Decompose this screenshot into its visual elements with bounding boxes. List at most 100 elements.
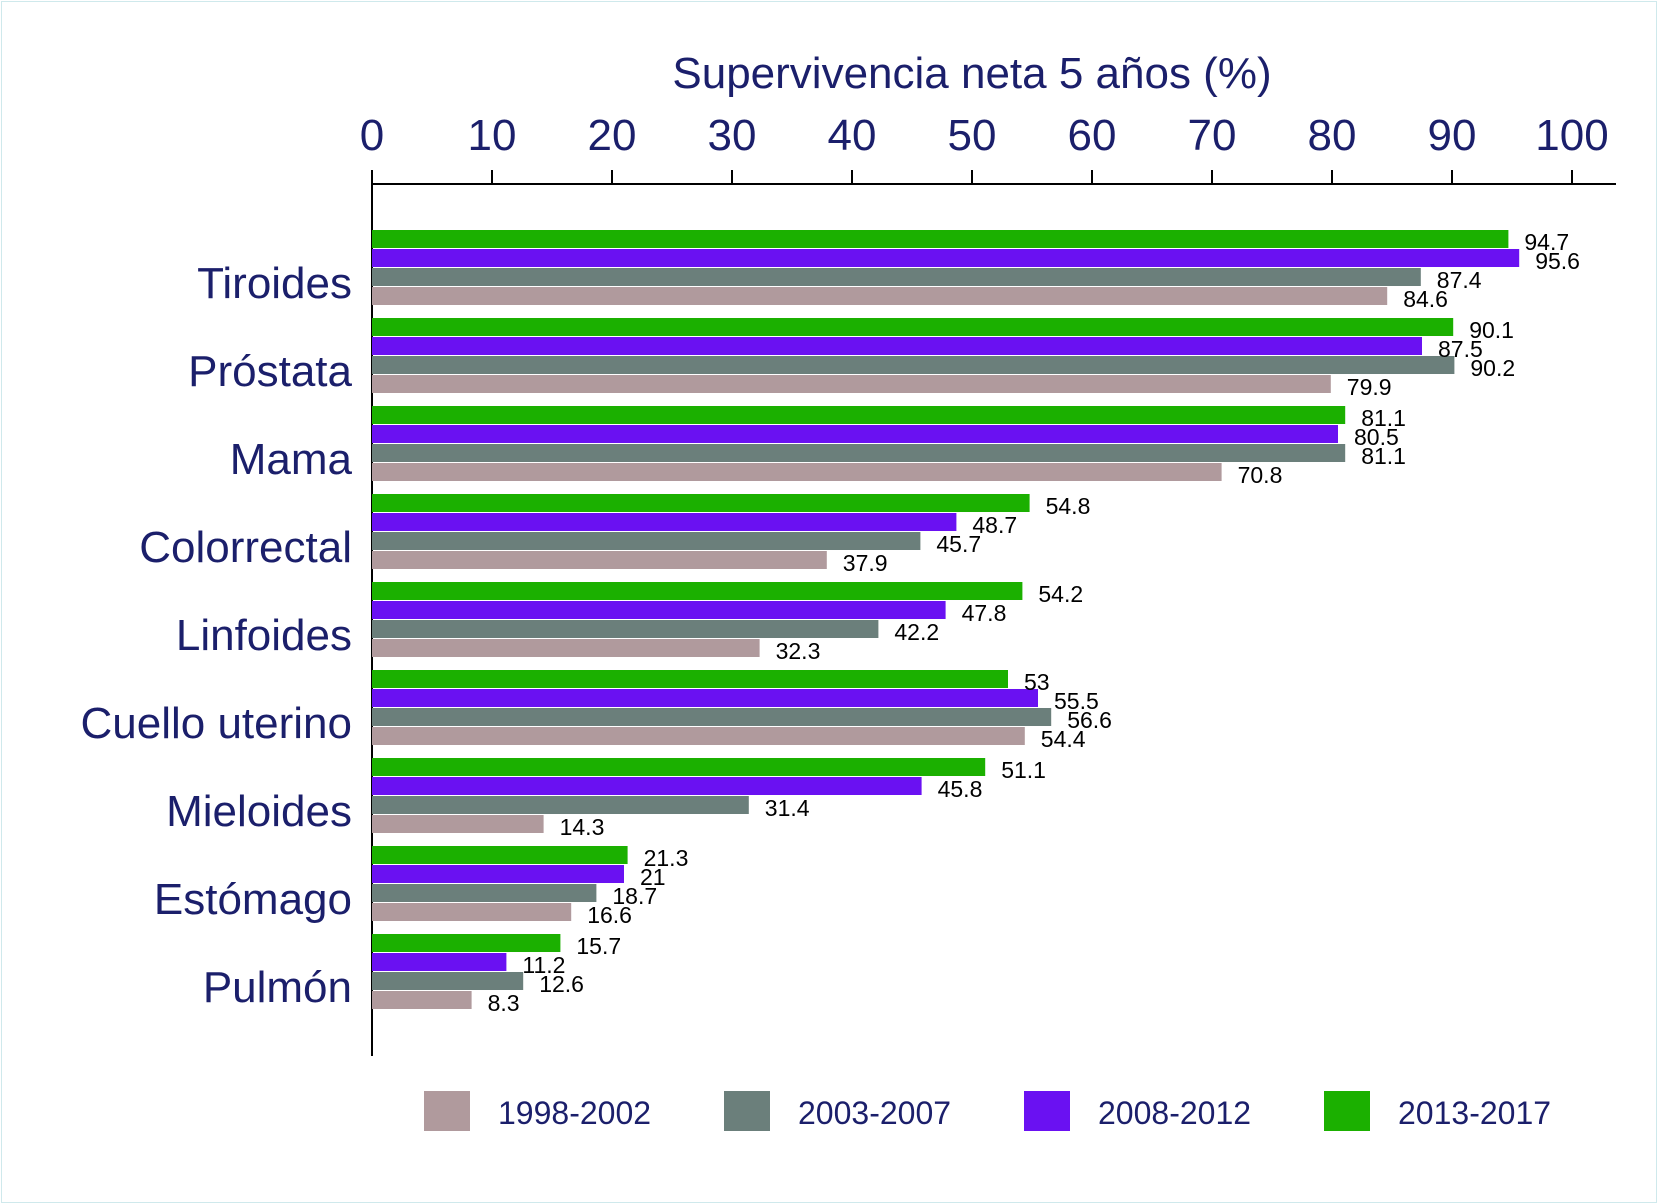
legend-label: 1998-2002: [498, 1095, 651, 1131]
x-tick-label: 10: [468, 111, 517, 160]
bar-2008-2012-estómago: [372, 865, 624, 883]
data-label: 14.3: [560, 814, 605, 840]
legend-swatch: [1324, 1091, 1370, 1131]
bar-2008-2012-mama: [372, 425, 1338, 443]
data-label: 11.2: [522, 952, 565, 978]
bars-layer: [372, 230, 1520, 1009]
x-tick-label: 100: [1535, 111, 1608, 160]
bar-2013-2017-linfoides: [372, 582, 1023, 600]
data-label: 51.1: [1001, 757, 1046, 783]
data-label: 15.7: [576, 933, 621, 959]
data-label: 55.5: [1054, 688, 1099, 714]
x-tick-label: 20: [588, 111, 637, 160]
category-labels-layer: Tiroides Próstata Mama Colorrectal Linfoides…: [81, 259, 353, 1012]
x-tick-label: 70: [1188, 111, 1237, 160]
bar-2008-2012-tiroides: [372, 249, 1520, 267]
bar-2013-2017-mieloides: [372, 758, 986, 776]
legend-label: 2013-2017: [1398, 1095, 1551, 1131]
data-label: 84.6: [1403, 286, 1448, 312]
data-label: 95.6: [1535, 248, 1580, 274]
bar-2013-2017-pulmón: [372, 934, 561, 952]
data-label: 12.6: [539, 971, 584, 997]
data-label: 81.1: [1361, 405, 1406, 431]
data-label: 54.4: [1041, 726, 1086, 752]
category-label: Tiroides: [197, 259, 352, 308]
legend-swatch: [724, 1091, 770, 1131]
bar-2008-2012-colorrectal: [372, 513, 957, 531]
bar-2003-2007-linfoides: [372, 620, 879, 638]
bar-2008-2012-mieloides: [372, 777, 922, 795]
x-tick-label: 30: [708, 111, 757, 160]
data-labels-layer: 94.795.6 87.484.6 90.187.590.2 79.9 81.180.5…: [488, 229, 1580, 1016]
bar-2008-2012-pulmón: [372, 953, 507, 971]
bar-2008-2012-linfoides: [372, 601, 946, 619]
data-label: 54.8: [1046, 493, 1091, 519]
data-label: 45.8: [938, 776, 983, 802]
legend-label: 2008-2012: [1098, 1095, 1251, 1131]
legend-label: 2003-2007: [798, 1095, 951, 1131]
legend-swatch: [1024, 1091, 1070, 1131]
bar-2008-2012-cuello-uterino: [372, 689, 1038, 707]
x-tick-label: 90: [1428, 111, 1477, 160]
bar-2003-2007-mieloides: [372, 796, 749, 814]
category-label: Mama: [230, 435, 353, 484]
data-label: 8.3: [488, 990, 520, 1016]
category-label: Próstata: [188, 347, 352, 396]
data-label: 21.3: [644, 845, 689, 871]
data-label: 56.6: [1067, 707, 1112, 733]
bar-2013-2017-mama: [372, 406, 1346, 424]
data-label: 53: [1024, 669, 1050, 695]
data-label: 48.7: [972, 512, 1017, 538]
bar-2003-2007-estómago: [372, 884, 597, 902]
x-tick-label: 80: [1308, 111, 1357, 160]
data-label: 45.7: [936, 531, 981, 557]
bar-1998-2002-mama: [372, 463, 1222, 481]
bar-1998-2002-estómago: [372, 903, 572, 921]
data-label: 16.6: [587, 902, 632, 928]
bar-2003-2007-mama: [372, 444, 1346, 462]
data-label: 90.1: [1469, 317, 1514, 343]
legend: 1998-2002 2003-2007 2008-2012 2013-2017: [424, 1091, 1551, 1131]
category-label: Cuello uterino: [81, 699, 353, 748]
bar-1998-2002-próstata: [372, 375, 1331, 393]
x-tick-label: 40: [828, 111, 877, 160]
data-label: 87.4: [1437, 267, 1482, 293]
data-label: 32.3: [776, 638, 821, 664]
bar-2008-2012-próstata: [372, 337, 1422, 355]
bar-2003-2007-pulmón: [372, 972, 524, 990]
legend-swatch: [424, 1091, 470, 1131]
data-label: 37.9: [843, 550, 888, 576]
bar-2013-2017-cuello-uterino: [372, 670, 1008, 688]
data-label: 81.1: [1361, 443, 1406, 469]
bar-2003-2007-colorrectal: [372, 532, 921, 550]
data-label: 18.7: [612, 883, 657, 909]
data-label: 94.7: [1524, 229, 1569, 255]
bar-2013-2017-próstata: [372, 318, 1454, 336]
category-label: Mieloides: [166, 787, 352, 836]
chart-title: Supervivencia neta 5 años (%): [672, 49, 1271, 98]
data-label: 90.2: [1470, 355, 1515, 381]
data-label: 70.8: [1238, 462, 1283, 488]
x-tick-label: 0: [360, 111, 384, 160]
data-label: 87.5: [1438, 336, 1483, 362]
bar-2003-2007-cuello-uterino: [372, 708, 1052, 726]
bar-2013-2017-colorrectal: [372, 494, 1030, 512]
bar-1998-2002-pulmón: [372, 991, 472, 1009]
data-label: 42.2: [894, 619, 939, 645]
bar-2003-2007-próstata: [372, 356, 1455, 374]
bar-2013-2017-estómago: [372, 846, 628, 864]
data-label: 21: [640, 864, 666, 890]
category-label: Pulmón: [203, 963, 352, 1012]
category-label: Colorrectal: [139, 523, 352, 572]
data-label: 80.5: [1354, 424, 1399, 450]
x-tick-label: 60: [1068, 111, 1117, 160]
bar-1998-2002-cuello-uterino: [372, 727, 1025, 745]
bar-1998-2002-linfoides: [372, 639, 760, 657]
axis-layer: 0 10 20 30 40 50 60 70 80 90 100: [360, 111, 1616, 1056]
data-label: 31.4: [765, 795, 810, 821]
data-label: 54.2: [1038, 581, 1083, 607]
bar-2003-2007-tiroides: [372, 268, 1421, 286]
data-label: 79.9: [1347, 374, 1392, 400]
